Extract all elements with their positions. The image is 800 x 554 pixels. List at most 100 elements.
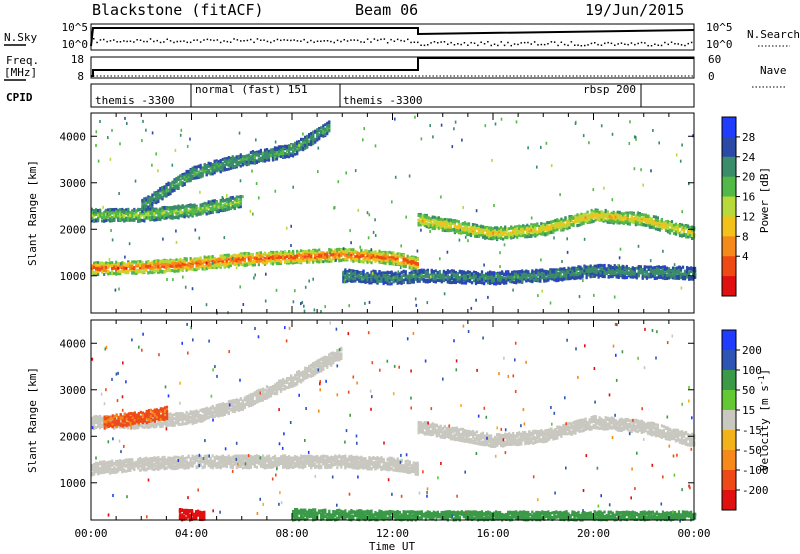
power-cell <box>402 256 405 259</box>
power-cell <box>153 269 156 273</box>
power-cell <box>495 272 498 275</box>
power-cell <box>667 276 671 280</box>
power-cell <box>163 260 166 263</box>
power-cell <box>275 256 279 259</box>
power-cell <box>575 273 578 277</box>
power-cell <box>539 270 542 274</box>
power-cell <box>308 251 311 255</box>
nsearch-point <box>567 44 569 47</box>
power-cell <box>488 232 491 235</box>
power-cell <box>159 262 162 266</box>
power-cell <box>143 263 146 267</box>
power-cell <box>540 222 543 226</box>
power-cell <box>641 276 644 280</box>
power-cell <box>145 216 148 220</box>
power-cell <box>527 270 530 274</box>
nsearch-point <box>223 40 225 42</box>
power-cell <box>279 259 283 263</box>
power-cell <box>167 207 170 211</box>
power-cell <box>392 260 395 264</box>
power-cell <box>101 262 104 266</box>
power-cell <box>446 278 449 281</box>
power-cell <box>424 279 427 283</box>
power-cell <box>414 265 417 269</box>
power-cell <box>129 264 132 268</box>
power-cell <box>310 254 313 258</box>
power-cell <box>510 235 513 239</box>
power-cell <box>374 279 377 283</box>
power-cell <box>607 275 610 279</box>
power-cell <box>251 253 254 256</box>
power-cell <box>239 258 242 262</box>
power-cell <box>518 233 521 237</box>
power-cell <box>360 271 363 275</box>
power-cell <box>617 269 620 273</box>
power-cell <box>414 267 417 271</box>
nsearch-point <box>437 42 439 44</box>
power-cell <box>539 268 542 272</box>
power-cell <box>370 281 373 285</box>
power-cell <box>404 262 407 266</box>
power-cell <box>372 254 375 258</box>
power-cell <box>601 273 604 277</box>
power-cell <box>463 225 467 229</box>
power-cell <box>310 250 313 254</box>
power-cell <box>257 251 260 255</box>
power-cell <box>151 218 154 221</box>
power-cell <box>388 275 391 279</box>
power-cell <box>288 250 291 253</box>
power-cell <box>557 278 560 282</box>
power-cell <box>352 269 355 273</box>
power-cell <box>247 252 250 256</box>
power-cell <box>665 269 669 273</box>
power-cell <box>575 276 578 280</box>
power-cell <box>621 264 624 268</box>
power-cell <box>519 275 522 279</box>
power-cell <box>277 259 281 263</box>
power-cell <box>199 260 202 264</box>
power-cell <box>581 273 584 277</box>
power-cell <box>433 221 436 225</box>
power-cell <box>316 251 319 255</box>
power-cell <box>505 273 508 277</box>
power-cell <box>645 271 648 275</box>
power-cell <box>481 233 485 237</box>
power-cell <box>412 263 415 267</box>
nsearch-point <box>179 40 182 43</box>
power-cell <box>263 251 267 255</box>
power-cell <box>227 206 230 210</box>
power-cell <box>171 206 174 209</box>
power-cell <box>637 269 640 273</box>
power-cell <box>469 226 473 230</box>
power-cell <box>292 249 295 253</box>
nsearch-point <box>99 39 102 41</box>
power-cell <box>513 275 516 279</box>
power-cell <box>518 231 521 235</box>
nsky-tick-bottom: 10^0 <box>62 38 89 51</box>
power-cell <box>402 261 405 265</box>
nsearch-point <box>229 41 232 43</box>
power-cell <box>201 210 204 214</box>
power-cell <box>229 264 232 268</box>
power-cell <box>181 262 184 266</box>
power-cell <box>657 275 660 279</box>
nsearch-point <box>674 43 676 45</box>
power-cell <box>400 253 403 257</box>
power-cell <box>508 227 511 231</box>
power-cell <box>366 272 369 275</box>
power-cell <box>147 215 150 218</box>
power-cell <box>203 207 206 211</box>
power-cell <box>599 274 602 277</box>
power-cell <box>380 256 383 260</box>
power-cell <box>475 231 479 235</box>
nsearch-point <box>159 41 162 44</box>
power-cell <box>145 213 148 216</box>
power-cell <box>508 233 511 237</box>
power-cell <box>189 206 192 210</box>
power-cell <box>209 208 212 212</box>
power-cell <box>342 258 345 262</box>
power-cell <box>93 261 96 265</box>
power-cell <box>559 275 562 279</box>
power-cell <box>135 260 138 264</box>
power-cell <box>420 273 423 277</box>
